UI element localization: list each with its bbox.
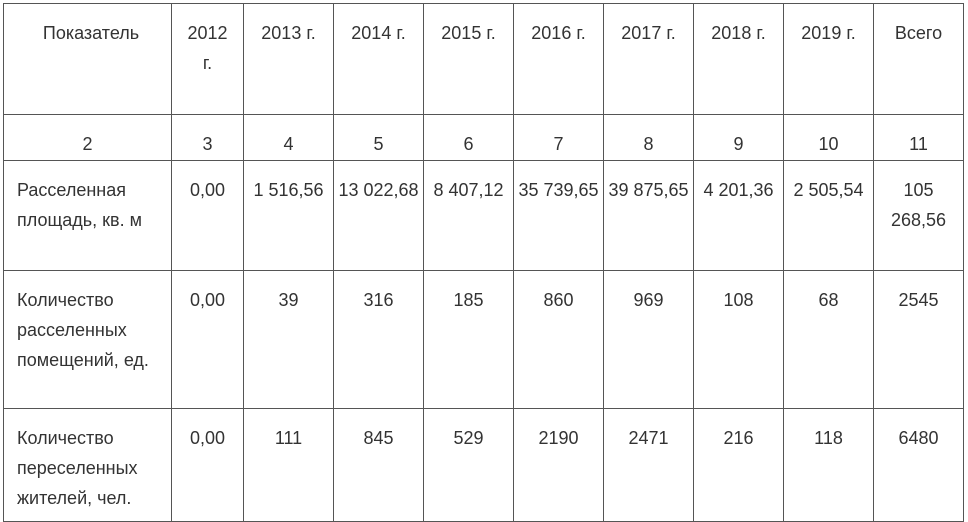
- table-cell: 111: [243, 408, 334, 522]
- table-cell: 35 739,65: [513, 160, 604, 271]
- table-row-rooms: Количество расселенных помещений, ед. 0,…: [3, 270, 964, 409]
- row-label: Количество переселенных жителей, чел.: [3, 408, 172, 522]
- table-cell: 4 201,36: [693, 160, 784, 271]
- table-cell: 105 268,56: [873, 160, 964, 271]
- column-number-cell: 6: [423, 114, 514, 161]
- table-cell: 39: [243, 270, 334, 409]
- table-cell: 68: [783, 270, 874, 409]
- column-number-cell: 10: [783, 114, 874, 161]
- column-number-cell: 11: [873, 114, 964, 161]
- table-cell: 8 407,12: [423, 160, 514, 271]
- column-number-cell: 4: [243, 114, 334, 161]
- table-cell: 2545: [873, 270, 964, 409]
- column-number-cell: 2: [3, 114, 172, 161]
- table-cell: 216: [693, 408, 784, 522]
- header-cell: 2015 г.: [423, 3, 514, 115]
- header-cell: 2014 г.: [333, 3, 424, 115]
- table-cell: 0,00: [171, 408, 244, 522]
- table-cell: 118: [783, 408, 874, 522]
- header-cell: 2017 г.: [603, 3, 694, 115]
- table-cell: 316: [333, 270, 424, 409]
- table-cell: 108: [693, 270, 784, 409]
- header-cell: 2013 г.: [243, 3, 334, 115]
- table-row-area: Расселенная площадь, кв. м 0,00 1 516,56…: [3, 160, 964, 271]
- table-row-residents: Количество переселенных жителей, чел. 0,…: [3, 408, 964, 522]
- row-label: Количество расселенных помещений, ед.: [3, 270, 172, 409]
- column-number-cell: 8: [603, 114, 694, 161]
- column-number-cell: 5: [333, 114, 424, 161]
- table-cell: 860: [513, 270, 604, 409]
- header-cell: Всего: [873, 3, 964, 115]
- table-cell: 969: [603, 270, 694, 409]
- table-cell: 2190: [513, 408, 604, 522]
- column-number-row: 2 3 4 5 6 7 8 9 10 11: [3, 114, 964, 161]
- table-cell: 39 875,65: [603, 160, 694, 271]
- column-number-cell: 3: [171, 114, 244, 161]
- table-cell: 13 022,68: [333, 160, 424, 271]
- table-cell: 2471: [603, 408, 694, 522]
- data-table: Показатель 2012 г. 2013 г. 2014 г. 2015 …: [3, 3, 964, 522]
- header-cell: Показатель: [3, 3, 172, 115]
- header-cell: 2012 г.: [171, 3, 244, 115]
- table-cell: 1 516,56: [243, 160, 334, 271]
- table-cell: 0,00: [171, 160, 244, 271]
- table-cell: 529: [423, 408, 514, 522]
- table-cell: 2 505,54: [783, 160, 874, 271]
- header-cell: 2018 г.: [693, 3, 784, 115]
- column-number-cell: 7: [513, 114, 604, 161]
- table-cell: 185: [423, 270, 514, 409]
- column-number-cell: 9: [693, 114, 784, 161]
- table-cell: 845: [333, 408, 424, 522]
- row-label: Расселенная площадь, кв. м: [3, 160, 172, 271]
- table-cell: 6480: [873, 408, 964, 522]
- table-cell: 0,00: [171, 270, 244, 409]
- header-cell: 2016 г.: [513, 3, 604, 115]
- header-row: Показатель 2012 г. 2013 г. 2014 г. 2015 …: [3, 3, 964, 115]
- header-cell: 2019 г.: [783, 3, 874, 115]
